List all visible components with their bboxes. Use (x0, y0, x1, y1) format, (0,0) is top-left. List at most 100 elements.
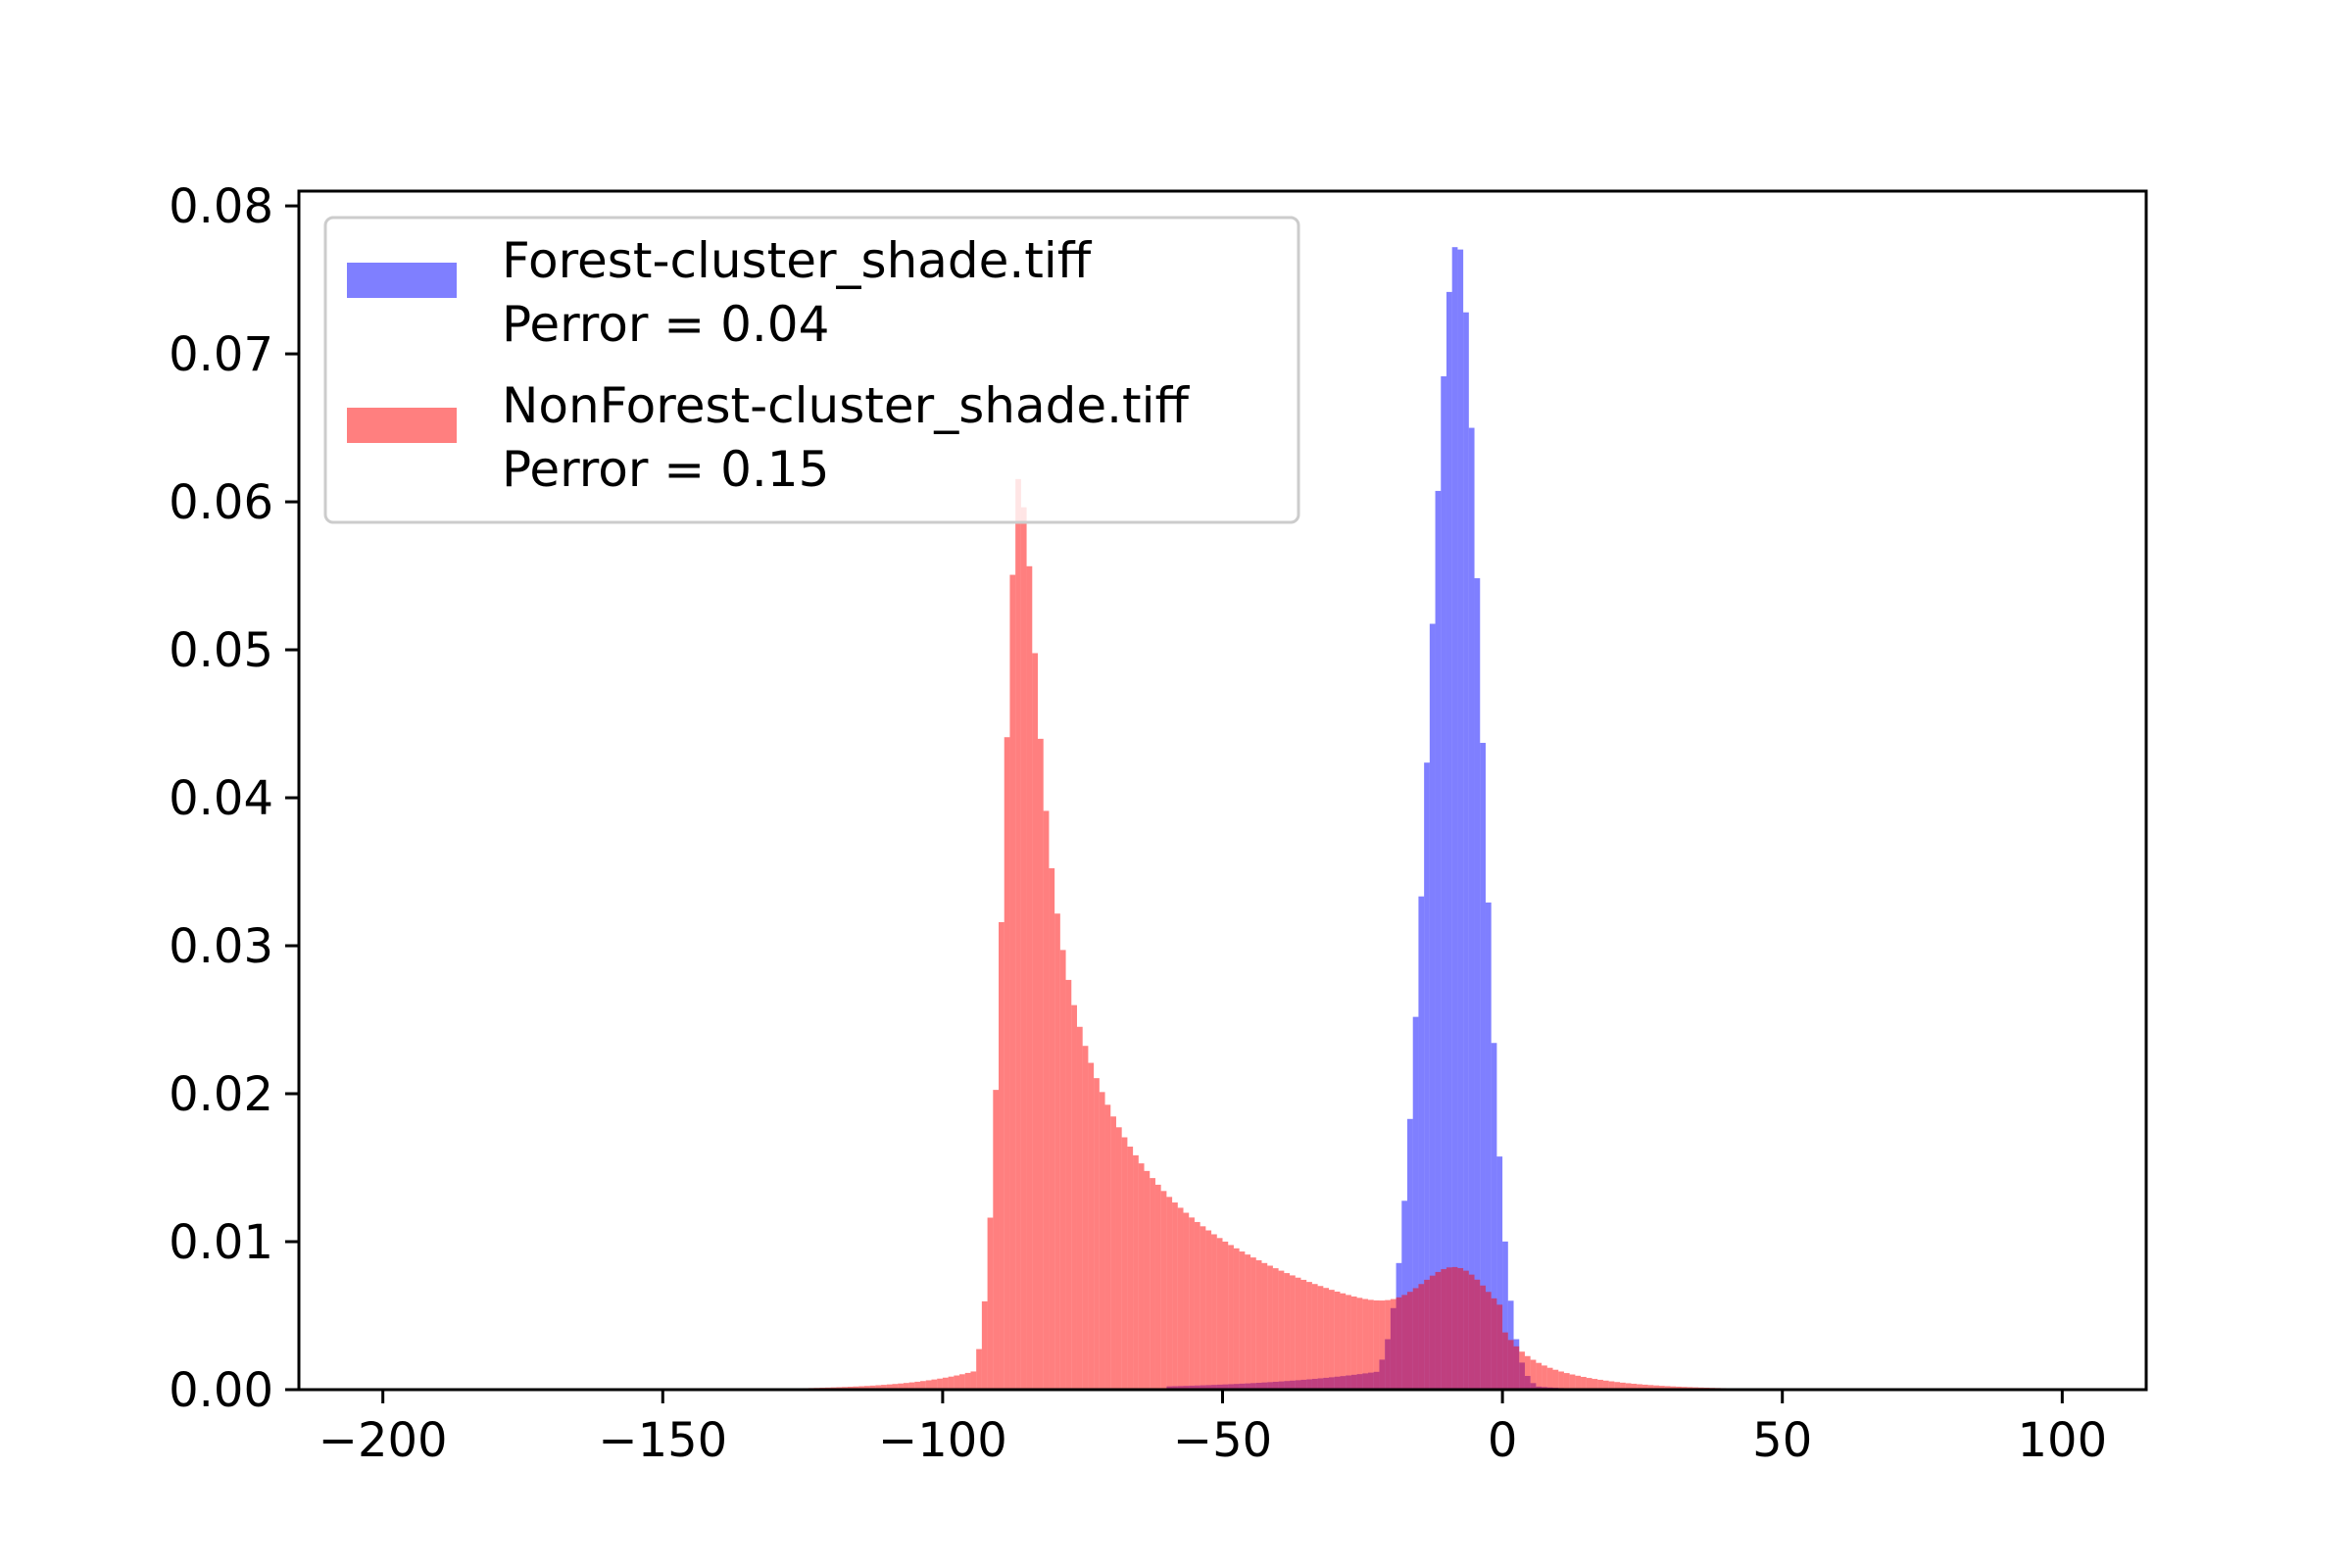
histogram-bar (1071, 1004, 1077, 1390)
histogram-bar (908, 1382, 915, 1390)
histogram-bar (931, 1379, 938, 1390)
histogram-bar (1608, 1381, 1615, 1390)
x-tick-label: 50 (1752, 1413, 1812, 1468)
histogram-bar (1233, 1248, 1240, 1390)
histogram-bar (1496, 1304, 1503, 1390)
histogram-bar (1457, 1268, 1464, 1390)
histogram-bar (1474, 1279, 1481, 1390)
histogram-bar (1245, 1254, 1251, 1390)
y-tick-label: 0.04 (169, 771, 273, 826)
histogram-bar (869, 1385, 876, 1390)
histogram-bar (1441, 376, 1446, 1390)
histogram-bar (886, 1384, 893, 1390)
histogram-bar (1480, 743, 1486, 1390)
histogram-bar (1138, 1163, 1145, 1390)
histogram-bar (1401, 1295, 1407, 1390)
histogram-bar (1631, 1383, 1638, 1390)
histogram-bar (1620, 1382, 1626, 1390)
histogram-bar (1144, 1170, 1151, 1390)
histogram-bar (976, 1348, 982, 1390)
histogram-bar (959, 1374, 965, 1390)
histogram-bar (1261, 1262, 1268, 1390)
histogram-bar (1418, 896, 1425, 1390)
y-tick-label: 0.08 (169, 179, 273, 234)
histogram-bar (1150, 1178, 1155, 1390)
y-tick-label: 0.02 (169, 1067, 273, 1122)
histogram-bar (1519, 1351, 1525, 1390)
legend-swatch (347, 263, 457, 298)
histogram-bar (1637, 1384, 1642, 1390)
histogram-bar (1239, 1251, 1246, 1390)
histogram-bar (1346, 1295, 1351, 1390)
histogram-bar (1530, 1359, 1537, 1390)
histogram-bar (1311, 1284, 1318, 1390)
histogram-bar (1340, 1293, 1347, 1390)
histogram-bar (1659, 1386, 1665, 1390)
histogram-bar (1278, 1270, 1285, 1390)
histogram-bar (1586, 1378, 1592, 1390)
histogram-bar (1446, 1267, 1452, 1390)
histogram-bar (1558, 1371, 1564, 1390)
histogram-bar (858, 1386, 864, 1390)
y-tick-label: 0.05 (169, 623, 273, 678)
histogram-bar (920, 1381, 926, 1390)
histogram-bar (1435, 1271, 1442, 1390)
histogram-bar (1205, 1230, 1212, 1390)
histogram-bar (1502, 1332, 1508, 1390)
histogram-bar (1424, 762, 1430, 1390)
x-tick-label: 100 (2018, 1413, 2108, 1468)
histogram-bar (1216, 1238, 1223, 1390)
histogram-bar (970, 1371, 977, 1390)
histogram-bar (1127, 1147, 1134, 1390)
y-tick-label: 0.07 (169, 327, 273, 382)
histogram-bar (1300, 1279, 1307, 1390)
histogram-bar (1121, 1137, 1128, 1390)
histogram-bar (1412, 1288, 1419, 1390)
histogram-bar (1451, 1266, 1458, 1390)
histogram-bar (1189, 1217, 1195, 1390)
histogram-bar (1524, 1355, 1531, 1390)
histogram-bar (1625, 1383, 1632, 1390)
histogram-bar (1441, 1269, 1446, 1390)
histogram-bar (1429, 623, 1436, 1390)
histogram-bar (1323, 1288, 1330, 1390)
histogram-bar (1429, 1275, 1436, 1390)
histogram-bar (1407, 1118, 1413, 1390)
histogram-bar (987, 1217, 994, 1390)
histogram-bar (1592, 1379, 1598, 1390)
histogram-bar (1038, 738, 1044, 1390)
histogram-bar (1480, 1285, 1486, 1390)
histogram-bar (1379, 1300, 1386, 1390)
histogram-bar (1250, 1257, 1256, 1390)
legend: Forest-cluster_shade.tiff Perror = 0.04 No… (323, 216, 1300, 524)
histogram-bar (1255, 1260, 1262, 1390)
histogram-bar (1451, 247, 1458, 1391)
histogram-bar (1664, 1386, 1671, 1390)
legend-box (323, 216, 1300, 524)
histogram-bar (1647, 1385, 1654, 1390)
histogram-bar (1094, 1078, 1100, 1390)
histogram-bar (1373, 1299, 1380, 1390)
histogram-bar (1290, 1275, 1296, 1390)
histogram-bar (1043, 810, 1050, 1390)
histogram-bar (914, 1381, 921, 1390)
histogram-bar (999, 921, 1004, 1390)
histogram-bar (925, 1380, 932, 1390)
histogram-bar (1133, 1154, 1139, 1390)
histogram-bar (1407, 1292, 1413, 1390)
histogram-bar (1082, 1046, 1089, 1390)
histogram-bar (1295, 1277, 1301, 1390)
histogram-bar (1350, 1296, 1357, 1390)
histogram-bar (1546, 1367, 1553, 1390)
histogram-bar (1015, 478, 1021, 1391)
histogram-bar (1329, 1290, 1335, 1390)
x-tick-label: −200 (318, 1413, 448, 1468)
histogram-bar (1200, 1226, 1206, 1390)
histogram-bars (746, 247, 1755, 1391)
legend-series-name: Forest-cluster_shade.tiff (502, 232, 1093, 289)
histogram-bar (1362, 1298, 1369, 1390)
histogram-bar (1154, 1184, 1161, 1390)
histogram-bar (1272, 1268, 1279, 1390)
histogram-bar (1356, 1298, 1363, 1390)
histogram-bar (875, 1385, 882, 1390)
